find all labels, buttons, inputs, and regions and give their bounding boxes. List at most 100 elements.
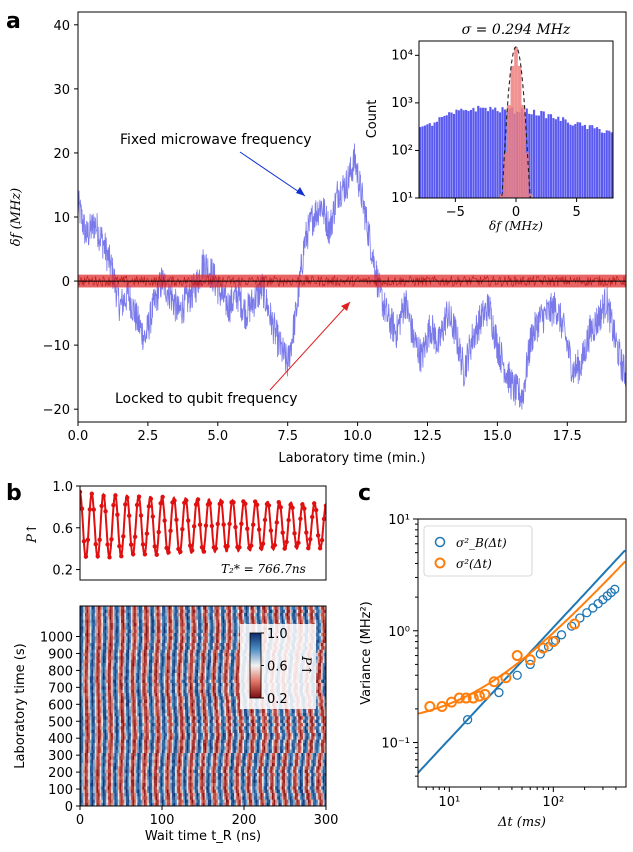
histogram-bar-fixed bbox=[499, 112, 501, 198]
histogram-bar-fixed bbox=[581, 126, 583, 198]
histogram-bar-locked bbox=[525, 153, 529, 198]
oscillation-data-point bbox=[210, 524, 214, 528]
t2-star-annotation: T₂* = 766.7ns bbox=[221, 562, 306, 576]
oscillation-data-point bbox=[129, 542, 133, 546]
oscillation-data-point bbox=[214, 546, 218, 550]
oscillation-data-point bbox=[109, 537, 113, 541]
oscillation-data-point bbox=[216, 522, 220, 526]
oscillation-data-point bbox=[286, 518, 290, 522]
oscillation-data-point bbox=[103, 509, 107, 513]
histogram-bar-fixed bbox=[531, 114, 533, 198]
oscillation-data-point bbox=[316, 533, 320, 537]
oscillation-data-point bbox=[96, 554, 100, 558]
histogram-bar-fixed bbox=[579, 122, 581, 198]
oscillation-data-point bbox=[84, 554, 88, 558]
oscillation-data-point bbox=[198, 523, 202, 527]
histogram-bar-fixed bbox=[577, 122, 579, 198]
oscillation-data-point bbox=[147, 504, 151, 508]
oscillation-data-point bbox=[227, 522, 231, 526]
oscillation-data-point bbox=[155, 553, 159, 557]
x-tick-label: 0.0 bbox=[68, 429, 89, 444]
oscillation-data-point bbox=[308, 537, 312, 541]
y-tick-label: 30 bbox=[53, 83, 70, 98]
histogram-bar-locked bbox=[514, 47, 518, 198]
histogram-bar-fixed bbox=[497, 111, 499, 198]
oscillation-data-point bbox=[88, 507, 92, 511]
oscillation-data-point bbox=[320, 538, 324, 542]
y-tick-label: −20 bbox=[43, 403, 70, 418]
histogram-bar-fixed bbox=[560, 121, 562, 198]
histogram-bar-fixed bbox=[482, 108, 484, 198]
oscillation-data-point bbox=[117, 544, 121, 548]
histogram-bar-fixed bbox=[480, 108, 482, 198]
annotation-fixed-frequency: Fixed microwave frequency bbox=[120, 132, 312, 148]
oscillation-data-point bbox=[243, 502, 247, 506]
oscillation-data-point bbox=[105, 542, 109, 546]
oscillation-data-point bbox=[300, 502, 304, 506]
oscillation-data-point bbox=[292, 531, 296, 535]
inset-xlabel: δf (MHz) bbox=[489, 219, 543, 233]
oscillation-data-point bbox=[314, 508, 318, 512]
oscillation-data-point bbox=[269, 528, 273, 532]
histogram-bar-fixed bbox=[596, 127, 598, 198]
histogram-bar-locked bbox=[507, 105, 511, 198]
oscillation-data-point bbox=[82, 539, 86, 543]
histogram-bar-fixed bbox=[557, 117, 559, 198]
histogram-bar-fixed bbox=[562, 117, 564, 198]
oscillation-data-point bbox=[273, 543, 277, 547]
histogram-bar-fixed bbox=[584, 125, 586, 198]
oscillation-data-point bbox=[131, 552, 135, 556]
oscillation-data-point bbox=[261, 541, 265, 545]
histogram-bar-fixed bbox=[426, 124, 428, 198]
oscillation-data-point bbox=[101, 494, 105, 498]
oscillation-data-point bbox=[188, 543, 192, 547]
oscillation-data-point bbox=[208, 501, 212, 505]
histogram-bar-fixed bbox=[594, 128, 596, 198]
histogram-bar-fixed bbox=[586, 129, 588, 198]
histogram-bar-fixed bbox=[574, 124, 576, 198]
histogram-bar-locked bbox=[521, 105, 525, 198]
oscillation-data-point bbox=[174, 518, 178, 522]
oscillation-data-point bbox=[168, 529, 172, 533]
oscillation-data-point bbox=[239, 522, 243, 526]
oscillation-data-point bbox=[113, 493, 117, 497]
oscillation-data-point bbox=[119, 554, 123, 558]
oscillation-data-point bbox=[249, 543, 253, 547]
arrow-head-fixed bbox=[296, 187, 305, 196]
histogram-bar-fixed bbox=[494, 108, 496, 198]
histogram-bar-fixed bbox=[569, 125, 571, 198]
y-tick-label: −10 bbox=[43, 339, 70, 354]
panel-letter-c: c bbox=[358, 481, 371, 506]
oscillation-data-point bbox=[115, 512, 119, 516]
oscillation-data-point bbox=[160, 495, 164, 499]
oscillation-data-point bbox=[237, 545, 241, 549]
annotation-locked-frequency: Locked to qubit frequency bbox=[115, 391, 298, 407]
y-tick-label: 20 bbox=[53, 147, 70, 162]
histogram-bar-fixed bbox=[477, 106, 479, 198]
oscillation-data-point bbox=[190, 548, 194, 552]
histogram-bar-fixed bbox=[487, 111, 489, 198]
histogram-bar-fixed bbox=[611, 132, 613, 198]
histogram-bar-fixed bbox=[589, 125, 591, 198]
oscillation-data-point bbox=[281, 530, 285, 534]
histogram-bar-fixed bbox=[565, 119, 567, 198]
oscillation-data-point bbox=[202, 549, 206, 553]
histogram-bar-fixed bbox=[591, 125, 593, 198]
histogram-bar-fixed bbox=[606, 130, 608, 198]
oscillation-data-point bbox=[275, 520, 279, 524]
panel-letter-b: b bbox=[6, 481, 22, 506]
histogram-bar-fixed bbox=[421, 126, 423, 198]
histogram-bar-fixed bbox=[603, 133, 605, 198]
oscillation-data-point bbox=[298, 517, 302, 521]
oscillation-data-point bbox=[164, 546, 168, 550]
oscillation-data-point bbox=[137, 494, 141, 498]
oscillation-data-point bbox=[257, 527, 261, 531]
histogram-bar-fixed bbox=[545, 118, 547, 198]
histogram-bar-locked bbox=[511, 66, 515, 198]
histogram-bar-fixed bbox=[451, 113, 453, 198]
oscillation-data-point bbox=[178, 550, 182, 554]
histogram-bar-fixed bbox=[468, 111, 470, 198]
histogram-bar-fixed bbox=[543, 111, 545, 198]
oscillation-data-point bbox=[290, 506, 294, 510]
